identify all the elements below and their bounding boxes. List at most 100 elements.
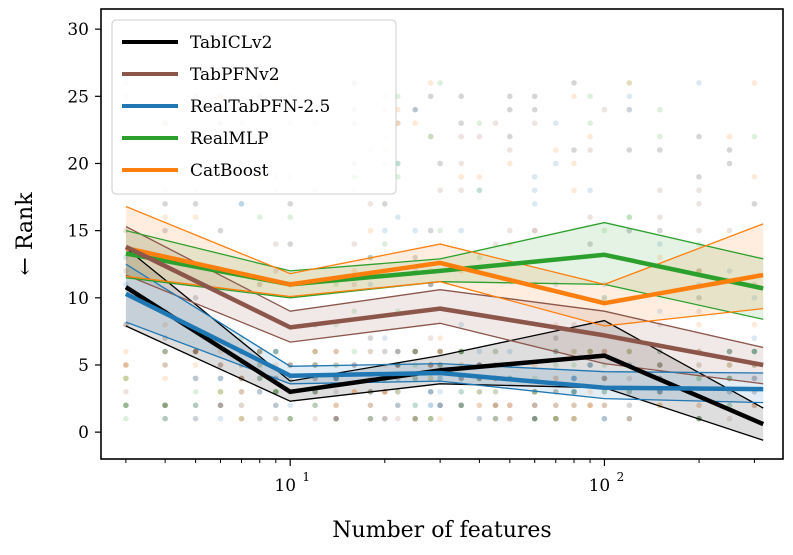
scatter-point-catboost	[553, 147, 559, 153]
scatter-point-tabiclv2	[587, 241, 593, 247]
scatter-point-realtabpfn-2-5	[601, 295, 608, 301]
scatter-point-realmlp	[217, 389, 224, 395]
scatter-point-tabiclv2	[123, 362, 129, 368]
scatter-point-realmlp	[333, 281, 339, 288]
scatter-point-tabpfnv2	[531, 402, 538, 409]
scatter-point-catboost	[256, 348, 263, 355]
scatter-point-tabiclv2	[626, 389, 633, 395]
scatter-point-tabpfnv2	[657, 187, 663, 194]
scatter-point-catboost	[395, 389, 401, 395]
scatter-point-realmlp	[162, 348, 168, 355]
lower-bound-realtabpfn-2-5	[125, 321, 764, 404]
scatter-point-catboost	[217, 389, 224, 395]
scatter-point-realtabpfn-2-5	[162, 402, 168, 409]
scatter-point-realtabpfn-2-5	[492, 415, 499, 422]
scatter-point-catboost	[162, 321, 168, 328]
scatter-point-realtabpfn-2-5	[427, 402, 434, 409]
scatter-point-catboost	[571, 93, 577, 100]
scatter-point-tabiclv2	[192, 348, 199, 355]
upper-bound-tabpfnv2	[125, 226, 764, 349]
scatter-point-realmlp	[626, 348, 633, 355]
x-axis-title: Number of features	[332, 518, 551, 543]
scatter-point-tabiclv2	[123, 402, 129, 409]
scatter-point-realmlp	[351, 308, 358, 315]
scatter-point-realmlp	[476, 254, 483, 261]
scatter-point-tabiclv2	[571, 147, 577, 153]
scatter-point-realtabpfn-2-5	[476, 348, 483, 355]
scatter-point-tabpfnv2	[458, 133, 465, 140]
scatter-point-tabpfnv2	[553, 415, 559, 422]
scatter-point-realmlp	[626, 214, 633, 220]
scatter-point-realtabpfn-2-5	[571, 375, 577, 382]
scatter-point-catboost	[696, 321, 702, 328]
scatter-point-tabiclv2	[696, 133, 702, 140]
scatter-point-realtabpfn-2-5	[192, 402, 199, 409]
scatter-point-tabiclv2	[437, 348, 443, 355]
scatter-point-tabpfnv2	[123, 268, 129, 274]
scatter-point-tabpfnv2	[192, 415, 199, 422]
scatter-point-catboost	[256, 281, 263, 288]
scatter-point-tabiclv2	[726, 160, 733, 167]
scatter-point-realtabpfn-2-5	[571, 375, 577, 382]
scatter-point-tabiclv2	[458, 120, 465, 126]
scatter-point-realtabpfn-2-5	[476, 389, 483, 395]
scatter-point-realmlp	[726, 362, 733, 368]
scatter-point-realmlp	[287, 415, 294, 422]
scatter-point-tabpfnv2	[657, 362, 663, 368]
scatter-point-tabpfnv2	[217, 402, 224, 409]
scatter-point-tabpfnv2	[287, 415, 294, 422]
scatter-point-realtabpfn-2-5	[333, 415, 339, 422]
scatter-point-catboost	[553, 415, 559, 422]
scatter-point-tabiclv2	[437, 402, 443, 409]
scatter-point-realmlp	[256, 348, 263, 355]
scatter-point-realtabpfn-2-5	[751, 375, 758, 382]
scatter-point-realtabpfn-2-5	[553, 160, 559, 167]
scatter-point-realtabpfn-2-5	[751, 348, 758, 355]
lower-bound-tabpfnv2	[125, 274, 764, 385]
scatter-point-tabiclv2	[657, 362, 663, 368]
scatter-point-catboost	[437, 415, 443, 422]
scatter-point-realtabpfn-2-5	[571, 375, 577, 382]
scatter-point-realtabpfn-2-5	[751, 335, 758, 341]
scatter-point-catboost	[696, 362, 702, 368]
scatter-point-realtabpfn-2-5	[287, 402, 294, 409]
scatter-point-tabiclv2	[256, 389, 263, 395]
scatter-point-realmlp	[476, 120, 483, 126]
scatter-point-tabpfnv2	[256, 375, 263, 382]
scatter-point-tabpfnv2	[492, 120, 499, 126]
scatter-point-tabpfnv2	[395, 415, 401, 422]
scatter-point-realtabpfn-2-5	[256, 348, 263, 355]
scatter-point-tabiclv2	[587, 362, 593, 368]
scatter-point-tabpfnv2	[273, 268, 279, 274]
scatter-point-catboost	[476, 174, 483, 180]
scatter-point-catboost	[571, 348, 577, 355]
scatter-point-catboost	[162, 214, 168, 220]
scatter-point-tabiclv2	[162, 362, 168, 368]
scatter-point-tabpfnv2	[412, 415, 419, 422]
scatter-point-realmlp	[312, 348, 318, 355]
scatter-point-realtabpfn-2-5	[333, 402, 339, 409]
scatter-point-realmlp	[571, 389, 577, 395]
scatter-point-realtabpfn-2-5	[437, 375, 443, 382]
scatter-point-catboost	[412, 120, 419, 126]
scatter-point-tabiclv2	[382, 201, 388, 207]
scatter-point-tabiclv2	[531, 106, 538, 113]
scatter-point-realmlp	[192, 389, 199, 395]
y-tick-label: 10	[67, 289, 89, 309]
scatter-point-tabiclv2	[162, 402, 168, 409]
scatter-point-tabiclv2	[412, 348, 419, 355]
scatter-point-tabpfnv2	[217, 362, 224, 368]
scatter-point-realmlp	[437, 348, 443, 355]
scatter-point-tabpfnv2	[507, 402, 513, 409]
scatter-point-tabpfnv2	[696, 402, 702, 409]
scatter-point-realtabpfn-2-5	[458, 402, 465, 409]
y-tick-label: 5	[78, 356, 89, 376]
scatter-point-catboost	[427, 80, 434, 86]
scatter-point-realmlp	[123, 402, 129, 409]
scatter-point-tabiclv2	[726, 348, 733, 355]
scatter-point-catboost	[492, 415, 499, 422]
scatter-point-tabiclv2	[192, 375, 199, 382]
scatter-point-realtabpfn-2-5	[458, 389, 465, 395]
scatter-point-realtabpfn-2-5	[458, 227, 465, 234]
scatter-point-tabiclv2	[238, 389, 245, 395]
